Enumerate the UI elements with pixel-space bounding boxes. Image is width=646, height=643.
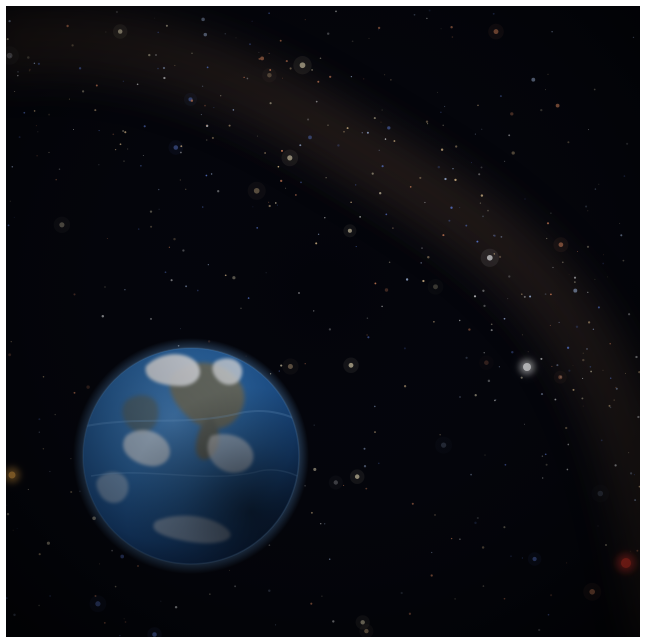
space-scene [6, 6, 640, 637]
vignette [6, 6, 640, 637]
space-view [6, 6, 640, 637]
